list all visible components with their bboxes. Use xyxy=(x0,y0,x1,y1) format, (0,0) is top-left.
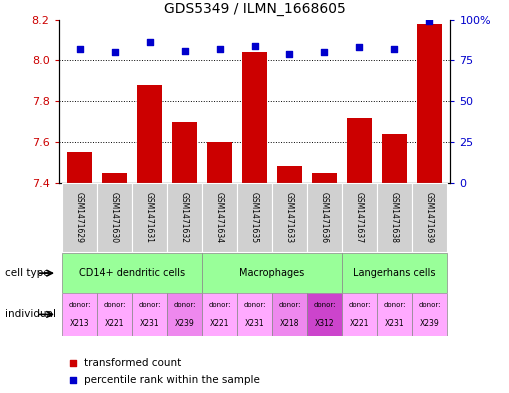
Bar xyxy=(312,173,337,183)
Bar xyxy=(412,293,447,336)
Bar xyxy=(242,52,267,183)
Bar xyxy=(97,293,132,336)
Text: donor:: donor: xyxy=(383,302,406,308)
Bar xyxy=(307,183,342,252)
Title: GDS5349 / ILMN_1668605: GDS5349 / ILMN_1668605 xyxy=(163,2,346,16)
Text: GSM1471630: GSM1471630 xyxy=(110,191,119,243)
Text: donor:: donor: xyxy=(68,302,91,308)
Bar xyxy=(167,293,202,336)
Text: transformed count: transformed count xyxy=(84,358,181,368)
Text: donor:: donor: xyxy=(278,302,301,308)
Text: donor:: donor: xyxy=(313,302,336,308)
Point xyxy=(250,42,259,49)
Bar xyxy=(67,152,92,183)
Text: GSM1471633: GSM1471633 xyxy=(285,191,294,243)
Bar xyxy=(347,118,372,183)
Bar xyxy=(272,293,307,336)
Text: cell type: cell type xyxy=(5,268,50,278)
Text: donor:: donor: xyxy=(348,302,371,308)
Point xyxy=(355,44,363,51)
Point xyxy=(180,48,188,54)
Text: X213: X213 xyxy=(70,320,90,329)
Text: donor:: donor: xyxy=(103,302,126,308)
Bar xyxy=(132,293,167,336)
Point xyxy=(146,39,154,46)
Text: GSM1471638: GSM1471638 xyxy=(390,192,399,242)
Text: X312: X312 xyxy=(315,320,334,329)
Point xyxy=(69,377,77,384)
Bar xyxy=(207,142,232,183)
Text: GSM1471634: GSM1471634 xyxy=(215,191,224,243)
Text: X239: X239 xyxy=(419,320,439,329)
Bar xyxy=(202,293,237,336)
Bar xyxy=(137,85,162,183)
Text: X239: X239 xyxy=(175,320,194,329)
Text: X231: X231 xyxy=(385,320,404,329)
Bar xyxy=(277,166,302,183)
Bar xyxy=(272,183,307,252)
Text: individual: individual xyxy=(5,309,56,320)
Text: Langerhans cells: Langerhans cells xyxy=(353,268,436,278)
Point xyxy=(215,46,223,52)
Text: donor:: donor: xyxy=(243,302,266,308)
Bar xyxy=(342,253,447,293)
Point xyxy=(390,46,399,52)
Text: GSM1471636: GSM1471636 xyxy=(320,191,329,243)
Text: GSM1471631: GSM1471631 xyxy=(145,192,154,242)
Text: Macrophages: Macrophages xyxy=(239,268,304,278)
Text: donor:: donor: xyxy=(418,302,441,308)
Point xyxy=(426,18,434,24)
Text: GSM1471629: GSM1471629 xyxy=(75,192,84,242)
Text: GSM1471637: GSM1471637 xyxy=(355,191,364,243)
Text: X231: X231 xyxy=(245,320,264,329)
Bar xyxy=(377,293,412,336)
Text: X218: X218 xyxy=(280,320,299,329)
Bar xyxy=(202,253,342,293)
Text: GSM1471632: GSM1471632 xyxy=(180,192,189,242)
Text: X231: X231 xyxy=(139,320,159,329)
Bar xyxy=(307,293,342,336)
Bar xyxy=(342,293,377,336)
Text: X221: X221 xyxy=(105,320,124,329)
Bar xyxy=(202,183,237,252)
Bar xyxy=(417,24,442,183)
Bar xyxy=(172,121,197,183)
Text: GSM1471635: GSM1471635 xyxy=(250,191,259,243)
Text: CD14+ dendritic cells: CD14+ dendritic cells xyxy=(79,268,185,278)
Bar xyxy=(62,293,97,336)
Bar xyxy=(377,183,412,252)
Bar xyxy=(412,183,447,252)
Text: donor:: donor: xyxy=(138,302,161,308)
Bar xyxy=(62,253,202,293)
Text: percentile rank within the sample: percentile rank within the sample xyxy=(84,375,260,386)
Bar xyxy=(102,173,127,183)
Text: X221: X221 xyxy=(210,320,229,329)
Point xyxy=(320,49,328,55)
Bar xyxy=(97,183,132,252)
Bar xyxy=(167,183,202,252)
Bar xyxy=(342,183,377,252)
Point xyxy=(286,51,294,57)
Point xyxy=(110,49,119,55)
Bar xyxy=(382,134,407,183)
Text: X221: X221 xyxy=(350,320,369,329)
Point xyxy=(75,46,83,52)
Bar xyxy=(237,293,272,336)
Bar xyxy=(237,183,272,252)
Bar xyxy=(62,183,97,252)
Point xyxy=(69,359,77,365)
Text: donor:: donor: xyxy=(173,302,196,308)
Bar xyxy=(132,183,167,252)
Text: donor:: donor: xyxy=(208,302,231,308)
Text: GSM1471639: GSM1471639 xyxy=(425,191,434,243)
